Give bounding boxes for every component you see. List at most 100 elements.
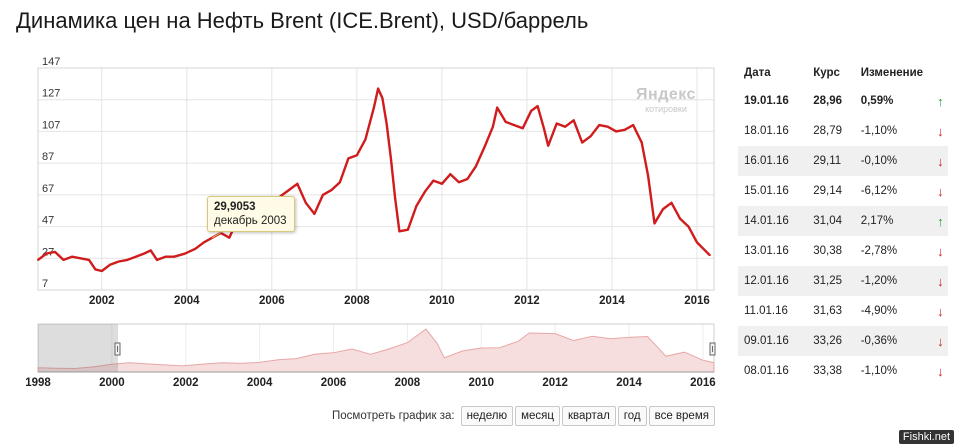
data-point (377, 87, 380, 90)
navigator-x-tick-label: 2008 (395, 377, 421, 389)
data-point (572, 119, 575, 122)
quote-rate: 28,79 (813, 125, 843, 137)
data-point (194, 247, 197, 250)
navigator-x-tick-label: 1998 (25, 377, 51, 389)
navigator-x-tick-label: 2016 (690, 377, 716, 389)
arrow-up-icon: ↑ (937, 93, 944, 109)
navigator-right-handle[interactable] (709, 342, 716, 356)
data-point (338, 181, 341, 184)
quote-change: 0,59% (860, 95, 894, 107)
data-point (398, 230, 401, 233)
data-point (615, 130, 618, 133)
x-tick-label: 2006 (259, 295, 285, 307)
data-point (287, 189, 290, 192)
watermark-subtitle: котировки (645, 104, 687, 114)
y-tick-label: 147 (42, 56, 60, 68)
data-point (321, 193, 324, 196)
header-date: Дата (744, 67, 771, 79)
price-tooltip: 29,9053 декабрь 2003 (207, 196, 295, 232)
data-point (606, 125, 609, 128)
data-point (347, 157, 350, 160)
arrow-down-icon: ↓ (926, 326, 948, 356)
quote-rate: 33,38 (813, 365, 843, 377)
data-point (687, 225, 690, 228)
navigator-left-handle[interactable] (114, 342, 121, 356)
header-change: Изменение (860, 67, 924, 79)
tooltip-date: декабрь 2003 (214, 215, 287, 227)
navigator-x-tick-label: 2012 (542, 377, 568, 389)
data-point (521, 127, 524, 130)
y-tick-label: 107 (42, 119, 60, 131)
navigator-x-tick-label: 2006 (321, 377, 347, 389)
quote-change: -1,20% (854, 266, 927, 296)
quote-change: -1,10% (860, 125, 898, 137)
period-all-time-button[interactable]: все время (648, 406, 715, 426)
quote-date: 16.01.16 (738, 146, 808, 176)
data-point (202, 241, 205, 244)
data-point (432, 179, 435, 182)
quotes-header-row: Дата Курс Изменение (738, 60, 948, 86)
tooltip-value: 29,9053 (214, 201, 256, 213)
period-selector: Посмотреть график за: неделю месяц кварт… (332, 406, 715, 426)
data-point (79, 257, 82, 260)
arrow-down-icon: ↓ (937, 183, 944, 199)
main-plot-frame (37, 67, 715, 291)
arrow-down-icon: ↓ (926, 266, 948, 296)
navigator-x-tick-labels: 1998 2000 2002 2004 2006 2008 2010 2012 2014 2016 (25, 377, 716, 389)
page-title: Динамика цен на Нефть Brent (ICE.Brent),… (16, 8, 589, 33)
quote-rate: 31,25 (807, 266, 855, 296)
data-point (474, 165, 477, 168)
quote-change: -0,36% (854, 326, 927, 356)
quote-rate: 28,96 (813, 95, 843, 107)
data-point (670, 201, 673, 204)
data-point (589, 135, 592, 138)
data-point (164, 255, 167, 258)
data-point (640, 141, 643, 144)
quote-change: -0,10% (854, 146, 927, 176)
navigator-x-tick-label: 2010 (468, 377, 494, 389)
period-month-button[interactable]: месяц (515, 406, 560, 426)
data-point (394, 197, 397, 200)
data-point (542, 127, 545, 130)
data-point (37, 258, 39, 261)
data-point (364, 138, 367, 141)
period-year-button[interactable]: год (617, 406, 647, 426)
quote-date: 11.01.16 (744, 305, 788, 317)
data-point (173, 255, 176, 258)
arrow-down-icon: ↓ (937, 363, 944, 379)
x-tick-label: 2002 (89, 295, 115, 307)
data-point (483, 146, 486, 149)
quote-date: 09.01.16 (738, 326, 808, 356)
data-point (330, 189, 333, 192)
quote-rate: 29,14 (813, 185, 843, 197)
data-point (156, 258, 159, 261)
brent-price-points (37, 87, 711, 272)
data-point (702, 247, 705, 250)
data-point (564, 125, 567, 128)
quote-date: 19.01.16 (744, 95, 789, 107)
period-week-button[interactable]: неделю (460, 406, 514, 426)
data-point (466, 178, 469, 180)
data-point (623, 128, 626, 131)
data-point (183, 252, 186, 255)
data-point (45, 252, 48, 255)
data-point (661, 208, 664, 211)
quotes-table: Дата Курс Изменение 19.01.16 28,96 0,59% ↑ 1… (738, 60, 948, 386)
quote-rate: 29,11 (807, 146, 855, 176)
y-tick-label: 67 (42, 183, 54, 195)
y-tick-label: 127 (42, 88, 60, 100)
quote-row: 19.01.16 28,96 0,59% ↑ (738, 86, 948, 116)
data-point (94, 268, 97, 271)
quote-row: 09.01.16 33,26 -0,36% ↓ (738, 326, 948, 356)
data-point (496, 106, 499, 109)
quote-row: 11.01.16 31,63 -4,90% ↓ (738, 296, 948, 326)
data-point (598, 124, 601, 127)
data-point (71, 255, 74, 258)
arrow-down-icon: ↓ (937, 303, 944, 319)
quote-date: 12.01.16 (738, 266, 808, 296)
data-point (406, 228, 409, 231)
period-quarter-button[interactable]: квартал (562, 406, 616, 426)
data-point (423, 190, 426, 193)
